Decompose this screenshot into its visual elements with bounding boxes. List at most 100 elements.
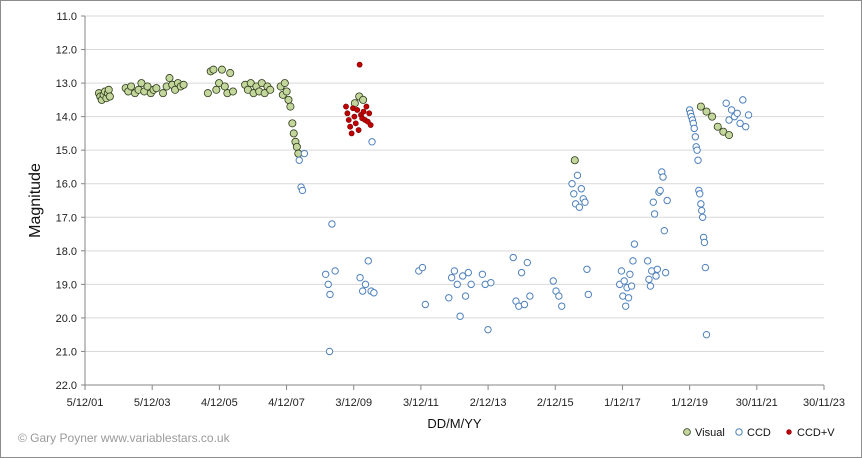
data-point-ccd [697, 206, 706, 215]
gridlines [85, 15, 824, 386]
legend-marker-visual [683, 428, 691, 436]
x-tick-label: 3/12/09 [335, 397, 372, 409]
data-point-ccd [326, 290, 334, 299]
y-tick-label: 19.0 [56, 279, 77, 291]
data-point-visual [209, 65, 218, 74]
data-point-ccd [691, 133, 700, 141]
y-tick-label: 15.0 [56, 145, 77, 157]
data-point-ccd [456, 312, 464, 320]
y-tick-label: 13.0 [56, 78, 77, 90]
data-point-visual [282, 87, 291, 96]
data-point-ccd [629, 257, 637, 265]
x-tick-label: 4/12/07 [268, 397, 305, 409]
y-tick-label: 11.0 [56, 11, 77, 23]
data-point-visual [226, 69, 235, 78]
data-point-ccd [331, 267, 339, 275]
legend: Visual CCD CCD+V [683, 427, 835, 439]
x-tick-label: 30/11/23 [803, 397, 845, 409]
data-point-ccd [696, 190, 704, 198]
data-point-ccd-v [366, 110, 373, 117]
data-point-ccd-v [360, 108, 367, 115]
data-point-ccd [653, 265, 662, 273]
data-point-ccd [697, 200, 705, 208]
data-point-ccd [583, 265, 591, 273]
y-tick-label: 22.0 [56, 380, 77, 392]
data-point-visual [217, 65, 226, 74]
data-point-visual [159, 89, 168, 98]
data-point-ccd [649, 198, 657, 206]
legend-marker-ccd [735, 428, 743, 436]
data-point-ccd [736, 119, 744, 128]
data-point-ccd [555, 292, 563, 300]
data-point-ccd [295, 156, 303, 164]
legend-label: CCD+V [797, 427, 835, 439]
x-tick-label: 5/12/01 [67, 397, 104, 409]
data-point-visual [288, 119, 297, 128]
data-point-ccd [693, 146, 701, 154]
data-point-ccd [458, 272, 467, 280]
x-tick-label: 2/12/15 [537, 397, 574, 409]
data-point-visual [266, 85, 275, 94]
data-point-ccd [624, 294, 633, 302]
data-point-ccd-v [343, 103, 349, 110]
data-point-ccd [573, 171, 582, 180]
data-point-visual [280, 79, 289, 88]
data-point-ccd [324, 280, 332, 289]
data-point-visual [359, 95, 368, 104]
y-tick-label: 20.0 [56, 313, 77, 325]
data-point-ccd [577, 185, 586, 193]
data-point-ccd [523, 258, 531, 267]
data-point-ccd-v [352, 120, 359, 127]
data-point-ccd [447, 273, 456, 282]
legend-marker-ccd-v [786, 429, 792, 435]
x-tick-label: 1/12/17 [604, 397, 641, 409]
data-point-visual [292, 142, 301, 151]
data-point-ccd [698, 213, 707, 221]
data-point-ccd [509, 253, 517, 262]
data-point-ccd-v [354, 107, 361, 113]
legend-label: Visual [695, 427, 725, 439]
data-point-ccd [630, 240, 639, 248]
data-point-ccd [568, 180, 576, 188]
data-point-ccd [453, 280, 461, 289]
data-point-ccd [526, 292, 534, 300]
data-point-ccd [744, 111, 753, 119]
data-point-ccd [722, 99, 730, 107]
data-point-visual [127, 82, 136, 91]
x-tick-label: 2/12/13 [470, 397, 507, 409]
data-point-ccd [570, 190, 578, 198]
data-point-ccd [733, 109, 741, 117]
data-point-ccd [517, 268, 526, 277]
data-point-ccd [739, 96, 747, 104]
data-point-ccd [484, 325, 492, 334]
data-point-ccd [328, 220, 336, 228]
data-point-visual [105, 92, 114, 101]
data-point-visual [228, 87, 237, 96]
y-tick-label: 12.0 [56, 45, 77, 57]
data-point-ccd [694, 156, 702, 164]
data-point-ccd [464, 268, 473, 277]
data-point-visual [708, 112, 717, 121]
data-point-ccd [418, 263, 427, 272]
data-point-ccd-v [351, 113, 358, 120]
data-point-ccd [652, 272, 660, 280]
data-point-ccd [461, 292, 470, 300]
data-point-ccd [368, 138, 376, 146]
data-point-ccd [487, 278, 495, 287]
data-point-ccd-v [363, 103, 370, 110]
y-tick-label: 14.0 [56, 112, 77, 124]
data-point-ccd [298, 186, 307, 195]
data-point-visual [289, 129, 298, 138]
data-point-visual [179, 80, 188, 89]
data-point-ccd-v [355, 127, 362, 133]
x-tick-label: 4/12/05 [201, 397, 238, 409]
data-point-ccd [321, 270, 330, 278]
data-point-ccd [621, 302, 630, 310]
x-tick-labels: 5/12/01 5/12/03 4/12/05 4/12/07 3/12/09 3/12/… [67, 397, 845, 409]
x-axis-label: DD/M/YY [427, 416, 482, 431]
data-point-visual [696, 102, 705, 111]
data-point-ccd [370, 289, 378, 297]
data-point-ccd [643, 257, 652, 265]
data-point-visual [570, 156, 579, 165]
